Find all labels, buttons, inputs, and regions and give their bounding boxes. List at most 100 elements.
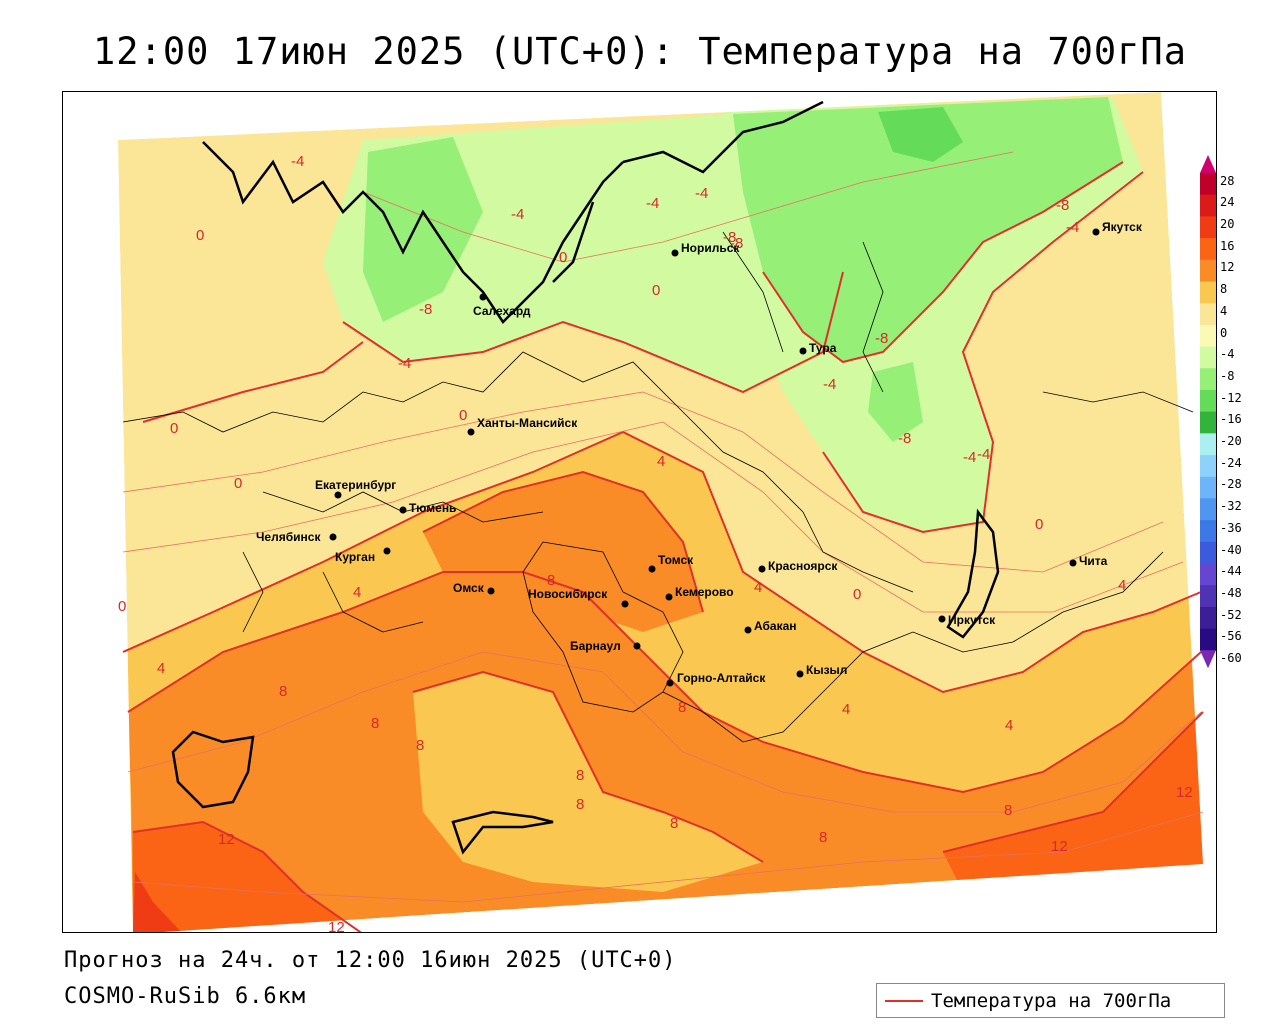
admin-borders [122,231,1194,743]
colorbar-tick-label: -8 [1220,368,1235,383]
city-tyumen[interactable]: Тюмень [399,501,457,515]
colorbar-segment [1200,476,1216,499]
isotherm-label: 8 [670,815,678,832]
city-tura[interactable]: Тура [799,341,837,355]
colorbar-tick-label: -44 [1220,564,1242,579]
city-barnaul[interactable]: Барнаул [570,639,641,653]
isotherm-label: 8 [416,737,424,754]
isotherm-label: 0 [118,598,126,615]
colorbar-tick-label: -28 [1220,477,1242,492]
city-gorno-altaysk[interactable]: Горно-Алтайск [666,671,767,687]
city-khanty-mansiysk[interactable]: Ханты-Мансийск [467,416,579,436]
svg-text:Новосибирск: Новосибирск [528,587,608,601]
colorbar-segment [1200,606,1216,630]
colorbar-segment [1200,303,1216,326]
city-abakan[interactable]: Абакан [744,619,797,634]
colorbar-segment [1200,281,1216,304]
isotherm-label: 0 [559,249,567,266]
city-chita[interactable]: Чита [1069,554,1108,568]
isotherm-label: -4 [511,206,524,223]
zone-minus8-west [363,137,483,322]
isotherm-label: 4 [754,579,762,596]
isotherm-label: 8 [819,829,827,846]
isotherm-label: 8 [678,699,686,716]
isotherm-label: 0 [853,586,861,603]
colorbar-segment [1200,563,1216,586]
colorbar-segment [1200,455,1216,478]
colorbar-segment [1200,389,1216,413]
city-norilsk[interactable]: Норильск [671,241,741,257]
city-kyzyl[interactable]: Кызыл [796,663,848,678]
colorbar-segment [1200,628,1216,651]
outside-domain-bottom [163,864,1216,932]
city-omsk[interactable]: Омск [453,581,495,595]
legend-label: Температура на 700гПа [931,989,1172,1012]
isotherm-value-labels: -4 -4 -4 -8 -8 -8 -4 -4 -8 -4 -4 -8 -4 -… [118,153,1193,933]
city-kemerovo[interactable]: Кемерово [665,585,734,601]
isotherm-label: 0 [1035,516,1043,533]
colorbar-bottom-arrow [1200,650,1216,669]
colorbar-segment [1200,194,1216,217]
colorbar-segment [1200,259,1216,282]
isotherm-label: 12 [328,919,345,933]
colorbar-tick-label: -56 [1220,629,1242,644]
colorbar-segment [1200,173,1216,196]
zone-minus8-northeast [733,97,1123,362]
isotherm-label: -8 [1056,197,1069,214]
colorbar-segment [1200,541,1216,565]
svg-text:Абакан: Абакан [754,619,797,633]
thin-isotherm-lines [122,151,1204,903]
city-kurgan[interactable]: Курган [335,547,391,565]
city-salekhard[interactable]: Салехард [473,293,531,319]
svg-text:Кызыл: Кызыл [806,663,847,677]
colorbar-tick-label: 12 [1220,260,1235,275]
forecast-text: Прогноз на 24ч. от 12:00 16июн 2025 (UTC… [64,948,677,973]
map-panel: Норильск Якутск Салехард Тура Ханты-Манс… [62,91,1217,933]
coastlines [171,100,1000,855]
colorbar-top-arrow [1200,155,1216,173]
isotherm-label: -8 [875,330,888,347]
isotherm-label: 8 [547,572,555,589]
model-text: COSMO-RuSib 6.6км [64,984,307,1009]
city-yakutsk[interactable]: Якутск [1092,220,1143,236]
svg-text:Тура: Тура [809,341,837,355]
zone-minus12-patch [878,107,963,162]
city-novosibirsk[interactable]: Новосибирск [528,587,629,608]
svg-text:Ханты-Мансийск: Ханты-Мансийск [477,416,578,430]
colorbar-segment [1200,368,1216,391]
city-yekaterinburg[interactable]: Екатеринбург [315,478,396,499]
isotherm-label: 8 [1004,802,1012,819]
zone-minus8-central [868,362,923,442]
isotherm-label: 8 [371,715,379,732]
colorbar-segment [1200,238,1216,261]
legend: Температура на 700гПа [876,983,1225,1018]
colorbar-tick-label: -48 [1220,585,1242,600]
svg-text:Екатеринбург: Екатеринбург [315,478,396,492]
isotherm-label: 8 [576,767,584,784]
svg-text:Иркутск: Иркутск [948,613,996,627]
isotherm-label: 0 [196,227,204,244]
isotherm-label: 4 [353,584,361,601]
colorbar-segment [1200,216,1216,239]
svg-text:Омск: Омск [453,581,485,595]
colorbar-tick-label: 8 [1220,282,1228,297]
outside-domain-left [63,92,133,932]
city-tomsk[interactable]: Томск [648,553,695,573]
svg-text:Салехард: Салехард [473,304,531,318]
city-krasnoyarsk[interactable]: Красноярск [758,559,839,573]
city-irkutsk[interactable]: Иркутск [938,613,997,627]
zone-plus8-interior [423,472,703,632]
outside-domain-top [63,92,1216,140]
temperature-fields [63,92,1216,932]
isotherm-label: 8 [576,796,584,813]
svg-text:Якутск: Якутск [1102,220,1143,234]
isotherm-label: 8 [279,683,287,700]
zone-plus12 [133,822,361,932]
zone-plus8 [128,572,1203,932]
isotherm-label: -4 [695,185,708,202]
city-chelyabinsk[interactable]: Челябинск [256,530,337,544]
isotherm-label: -4 [823,376,836,393]
colorbar-tick-label: -20 [1220,434,1242,449]
isotherm-label: -4 [977,446,990,463]
isotherm-label: 12 [218,831,235,848]
